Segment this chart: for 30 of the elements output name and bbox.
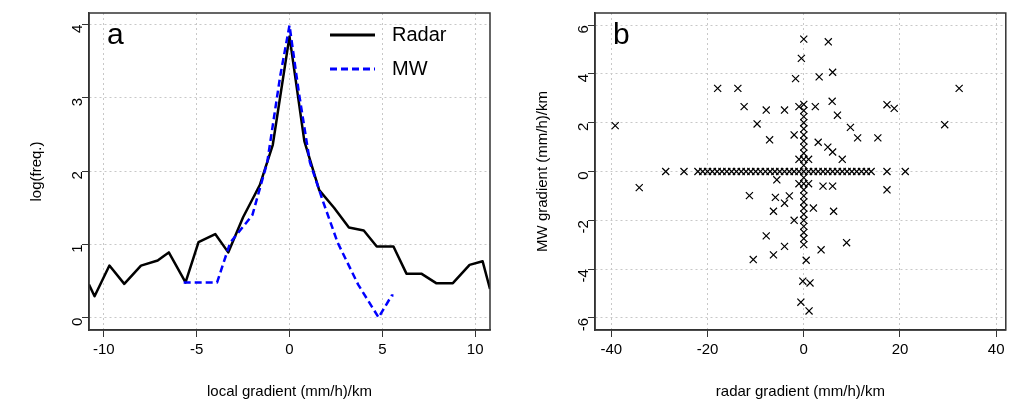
y-tick-label: 6 [574,25,592,34]
x-axis-title: local gradient (mm/h)/km [206,382,373,400]
y-tick-label: -6 [574,317,592,332]
y-tick-label: 4 [68,24,86,34]
y-tick-label: 1 [68,244,86,253]
annotation: a [107,17,124,51]
y-tick-label: 2 [574,122,592,132]
y-tick-label: 0 [574,171,592,180]
annotation: b [613,17,630,51]
y-tick-label: -4 [574,269,592,283]
y-tick-label: 3 [68,97,86,107]
y-tick-label: 0 [68,317,86,326]
y-tick-label: 2 [68,171,86,180]
x-tick-label: -40 [600,340,623,358]
y-tick-label: -2 [574,220,592,234]
x-axis-title: radar gradient (mm/h)/km [715,382,886,400]
y-axis-title: log(freq.) [27,141,45,202]
x-tick-label: -20 [696,340,719,358]
x-tick-label: 0 [285,340,294,358]
x-tick-label: 5 [378,340,387,358]
x-tick-label: 0 [799,340,808,358]
x-tick-label: 20 [891,340,909,358]
x-tick-label: -10 [93,340,115,358]
y-axis-title: MW gradient (mm/h)/km [533,91,551,252]
x-tick-label: 10 [466,340,484,358]
y-tick-label: 4 [574,73,592,83]
legend-label: Radar [392,22,447,45]
x-tick-label: 40 [987,340,1005,358]
legend-label: MW [392,56,428,79]
x-tick-label: -5 [190,340,204,358]
